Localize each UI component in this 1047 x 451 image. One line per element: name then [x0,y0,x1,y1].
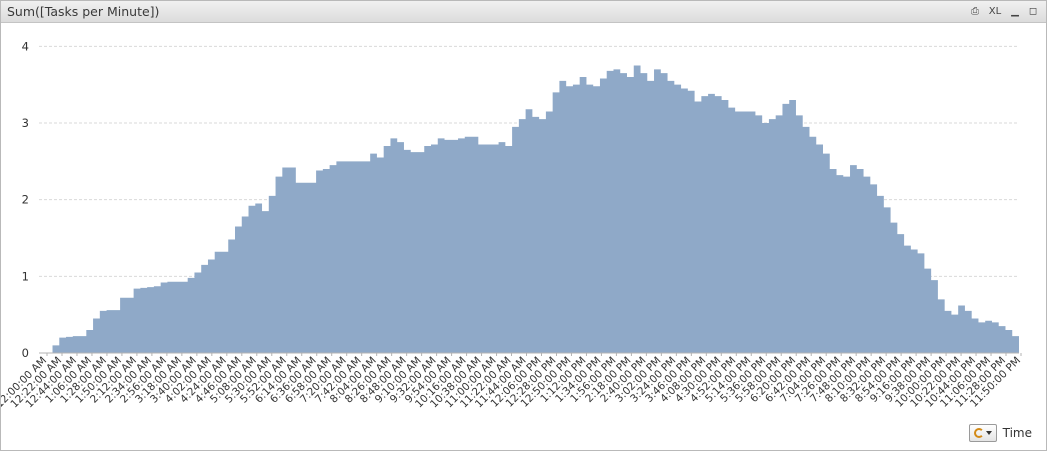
y-tick-label: 4 [22,39,29,53]
chevron-down-icon [985,431,992,435]
chart-footer: Time [968,424,1032,442]
y-tick-label: 1 [22,269,29,283]
y-tick-label: 2 [22,193,29,207]
minimize-icon[interactable]: ▁ [1011,5,1019,17]
excel-icon[interactable]: XL [988,5,1002,17]
cycle-group-button[interactable] [968,424,997,442]
title-bar[interactable]: Sum([Tasks per Minute]) ⎙ XL ▁ ◻ [1,1,1046,23]
maximize-icon[interactable]: ◻ [1028,5,1038,17]
dimension-label: Time [1002,426,1032,440]
print-icon[interactable]: ⎙ [971,5,979,17]
title-bar-icons: ⎙ XL ▁ ◻ [968,3,1040,19]
cycle-group-icon [973,428,984,438]
y-tick-label: 3 [22,116,29,130]
y-tick-label: 0 [22,346,29,360]
area-series [39,65,1019,353]
chart-title: Sum([Tasks per Minute]) [7,4,160,19]
